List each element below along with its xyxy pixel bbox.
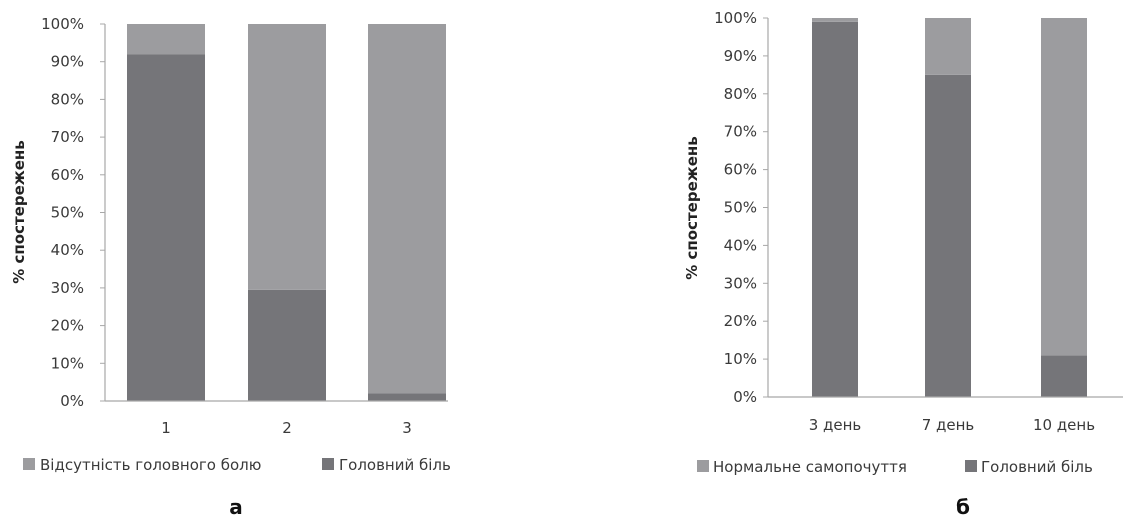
chart-a-panel-label: а	[229, 495, 243, 519]
legend-label-no-headache: Відсутність головного болю	[40, 456, 261, 474]
bar-segment-lower	[127, 54, 205, 401]
bar-segment-lower	[248, 289, 326, 401]
y-tick-label: 90%	[51, 53, 84, 71]
y-tick-label: 30%	[724, 274, 757, 292]
x-tick-label: 3	[402, 419, 412, 437]
x-tick-label: 10 день	[1033, 416, 1095, 434]
legend-label-normal-wellbeing: Нормальне самопочуття	[713, 458, 907, 476]
chart-a-yaxis-ticks: 0% 10% 20% 30% 40% 50% 60% 70% 80% 90% 100%	[41, 15, 106, 410]
y-tick-label: 10%	[724, 350, 757, 368]
legend-swatch-headache	[322, 458, 334, 470]
y-tick-label: 0%	[733, 388, 757, 406]
chart-b-ylabel: % спостережень	[683, 136, 701, 279]
y-tick-label: 80%	[724, 85, 757, 103]
x-tick-label: 7 день	[922, 416, 975, 434]
chart-a-bars	[127, 24, 446, 401]
bar-segment-lower	[368, 393, 446, 401]
chart-a-ylabel: % спостережень	[10, 140, 28, 283]
chart-b-xaxis-ticks: 3 день 7 день 10 день	[809, 416, 1095, 434]
y-tick-label: 50%	[724, 199, 757, 217]
y-tick-label: 20%	[51, 317, 84, 335]
chart-b-legend: Нормальне самопочуття Головний біль	[697, 458, 1093, 476]
legend-label-headache-b: Головний біль	[981, 458, 1093, 476]
y-tick-label: 40%	[51, 241, 84, 259]
legend-swatch-no-headache	[23, 458, 35, 470]
y-tick-label: 60%	[51, 166, 84, 184]
y-tick-label: 20%	[724, 312, 757, 330]
y-tick-label: 80%	[51, 90, 84, 108]
bar-segment-lower	[925, 74, 971, 397]
y-tick-label: 70%	[724, 123, 757, 141]
bar-segment-lower	[812, 21, 858, 397]
chart-a-legend: Відсутність головного болю Головний біль	[23, 456, 451, 474]
chart-b-panel-label: б	[956, 495, 970, 519]
chart-b: % спостережень 0% 10% 20% 30% 40% 50% 60% 70% 80…	[683, 9, 1123, 519]
y-tick-label: 40%	[724, 236, 757, 254]
chart-a-xaxis-ticks: 1 2 3	[161, 419, 412, 437]
chart-a: % спостережень 0% 10% 20% 30% 40% 50% 60% 70% 80…	[10, 15, 451, 519]
chart-b-yaxis-ticks: 0% 10% 20% 30% 40% 50% 60% 70% 80% 90% 100%	[714, 9, 769, 406]
bar-segment-upper	[812, 18, 858, 22]
legend-swatch-normal-wellbeing	[697, 460, 709, 472]
y-tick-label: 30%	[51, 279, 84, 297]
x-tick-label: 1	[161, 419, 171, 437]
bar-segment-upper	[248, 24, 326, 290]
bar-segment-lower	[1041, 355, 1087, 397]
y-tick-label: 100%	[41, 15, 84, 33]
y-tick-label: 10%	[51, 354, 84, 372]
bar-segment-upper	[127, 24, 205, 55]
x-tick-label: 2	[282, 419, 292, 437]
chart-b-bars	[812, 18, 1087, 397]
y-tick-label: 50%	[51, 204, 84, 222]
y-tick-label: 70%	[51, 128, 84, 146]
y-tick-label: 100%	[714, 9, 757, 27]
bar-segment-upper	[925, 18, 971, 75]
y-tick-label: 60%	[724, 161, 757, 179]
legend-label-headache: Головний біль	[339, 456, 451, 474]
y-tick-label: 90%	[724, 47, 757, 65]
legend-swatch-headache-b	[965, 460, 977, 472]
x-tick-label: 3 день	[809, 416, 862, 434]
bar-segment-upper	[1041, 18, 1087, 356]
y-tick-label: 0%	[60, 392, 84, 410]
bar-segment-upper	[368, 24, 446, 394]
